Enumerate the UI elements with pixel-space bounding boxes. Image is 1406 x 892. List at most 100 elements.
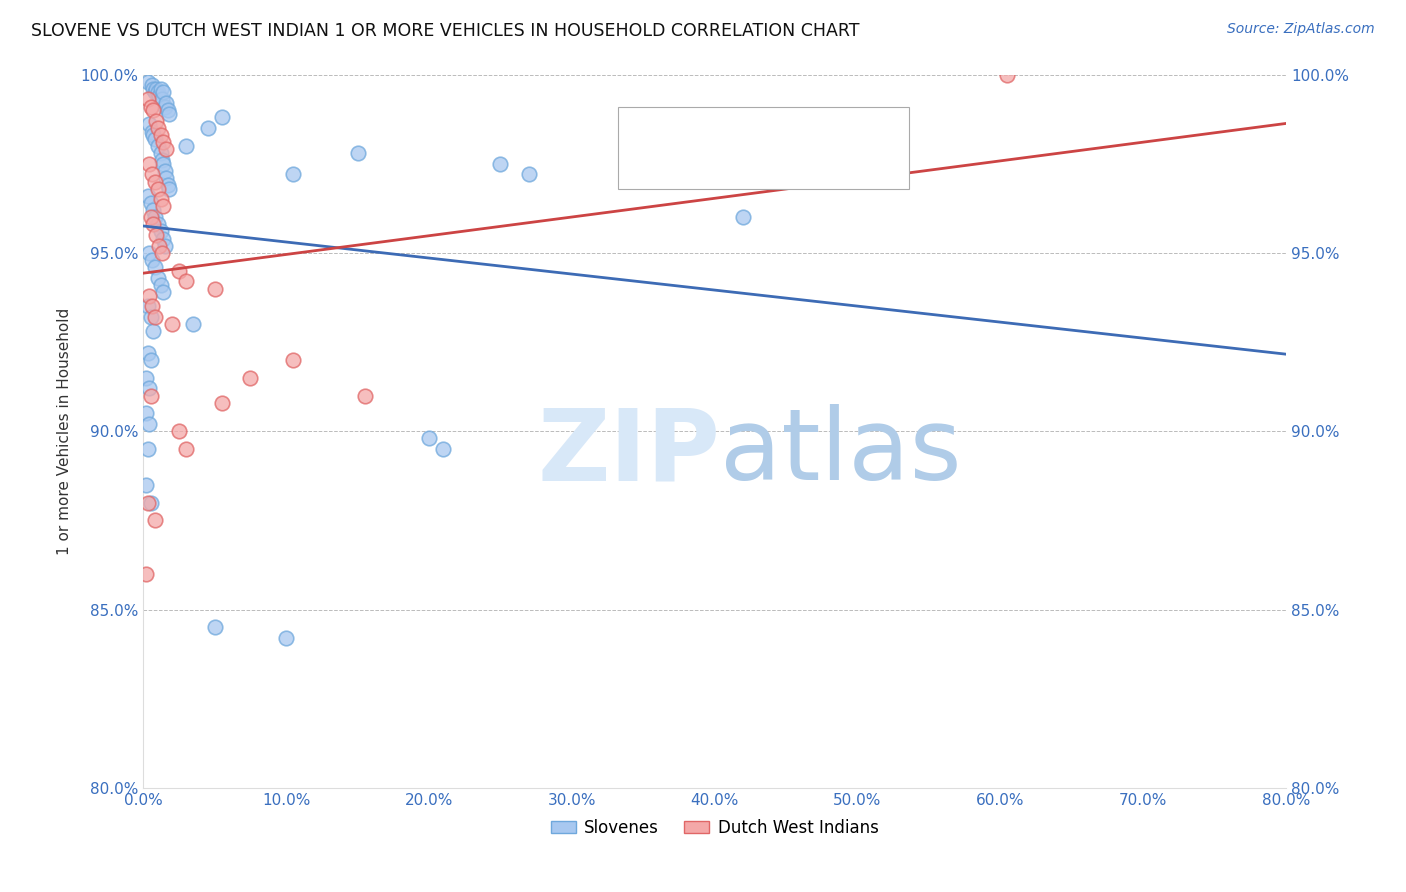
Point xyxy=(204,620,226,634)
Point xyxy=(239,370,262,384)
Point xyxy=(146,270,169,285)
Point xyxy=(145,114,167,128)
Point xyxy=(138,157,160,171)
Point xyxy=(149,192,172,206)
Point xyxy=(150,93,173,107)
Point xyxy=(139,210,162,224)
Point xyxy=(283,352,305,367)
Point xyxy=(160,317,183,331)
Point xyxy=(174,274,197,288)
Point xyxy=(167,263,190,277)
Point xyxy=(152,199,174,213)
Point xyxy=(141,252,163,267)
Point xyxy=(353,388,375,402)
Point xyxy=(141,125,163,139)
Point xyxy=(167,424,190,438)
Point xyxy=(142,82,165,96)
Point xyxy=(145,82,167,96)
Point xyxy=(211,111,233,125)
Point xyxy=(152,86,174,100)
Point xyxy=(143,260,166,274)
Point xyxy=(139,388,162,402)
Point xyxy=(489,157,512,171)
Point xyxy=(197,121,219,136)
Point xyxy=(432,442,454,456)
Point xyxy=(152,285,174,299)
Point xyxy=(143,174,166,188)
Point xyxy=(141,78,163,93)
Y-axis label: 1 or more Vehicles in Household: 1 or more Vehicles in Household xyxy=(58,308,72,555)
Point xyxy=(139,352,162,367)
Point xyxy=(146,181,169,195)
Point xyxy=(143,513,166,527)
Point xyxy=(136,188,159,202)
Point xyxy=(156,103,179,118)
Point xyxy=(142,217,165,231)
Point xyxy=(174,442,197,456)
Point xyxy=(146,86,169,100)
Point xyxy=(152,157,174,171)
Point xyxy=(157,181,180,195)
Point xyxy=(138,381,160,395)
Point xyxy=(146,217,169,231)
Point xyxy=(155,96,177,111)
Point xyxy=(135,406,157,420)
Text: atlas: atlas xyxy=(720,404,962,501)
Point xyxy=(136,75,159,89)
Point xyxy=(136,345,159,359)
Point xyxy=(183,317,205,331)
Point xyxy=(204,281,226,295)
Text: SLOVENE VS DUTCH WEST INDIAN 1 OR MORE VEHICLES IN HOUSEHOLD CORRELATION CHART: SLOVENE VS DUTCH WEST INDIAN 1 OR MORE V… xyxy=(31,22,859,40)
Point xyxy=(517,167,540,181)
Point xyxy=(138,288,160,302)
Point xyxy=(157,107,180,121)
Point xyxy=(276,631,298,645)
Point xyxy=(139,195,162,210)
Point xyxy=(136,495,159,509)
Point xyxy=(146,121,169,136)
Point xyxy=(143,210,166,224)
Point xyxy=(153,238,176,252)
Point xyxy=(152,231,174,245)
Point xyxy=(149,224,172,238)
Point xyxy=(346,146,368,161)
Point xyxy=(142,128,165,143)
Point xyxy=(418,431,440,445)
Point xyxy=(142,202,165,217)
Point xyxy=(143,86,166,100)
Point xyxy=(733,210,755,224)
Point xyxy=(283,167,305,181)
Point xyxy=(143,132,166,146)
FancyBboxPatch shape xyxy=(617,107,908,188)
Point xyxy=(135,370,157,384)
Point xyxy=(146,139,169,153)
Point xyxy=(149,128,172,143)
Point xyxy=(142,103,165,118)
Point xyxy=(149,277,172,292)
Point xyxy=(136,93,159,107)
Text: ZIP: ZIP xyxy=(537,404,720,501)
Point xyxy=(136,299,159,313)
Point xyxy=(136,442,159,456)
Legend: Slovenes, Dutch West Indians: Slovenes, Dutch West Indians xyxy=(544,813,884,844)
Point xyxy=(150,245,173,260)
Point xyxy=(153,100,176,114)
Point xyxy=(139,310,162,324)
Point xyxy=(139,495,162,509)
Point xyxy=(135,477,157,491)
Point xyxy=(211,395,233,409)
Point xyxy=(155,143,177,157)
Point xyxy=(156,178,179,192)
Point xyxy=(138,118,160,132)
Point xyxy=(153,163,176,178)
Point xyxy=(135,566,157,581)
Point xyxy=(150,153,173,168)
Point xyxy=(138,245,160,260)
Point xyxy=(138,417,160,431)
Point xyxy=(141,299,163,313)
Point xyxy=(148,238,170,252)
Point xyxy=(139,100,162,114)
Point xyxy=(143,310,166,324)
Point xyxy=(152,136,174,150)
Point xyxy=(142,324,165,338)
